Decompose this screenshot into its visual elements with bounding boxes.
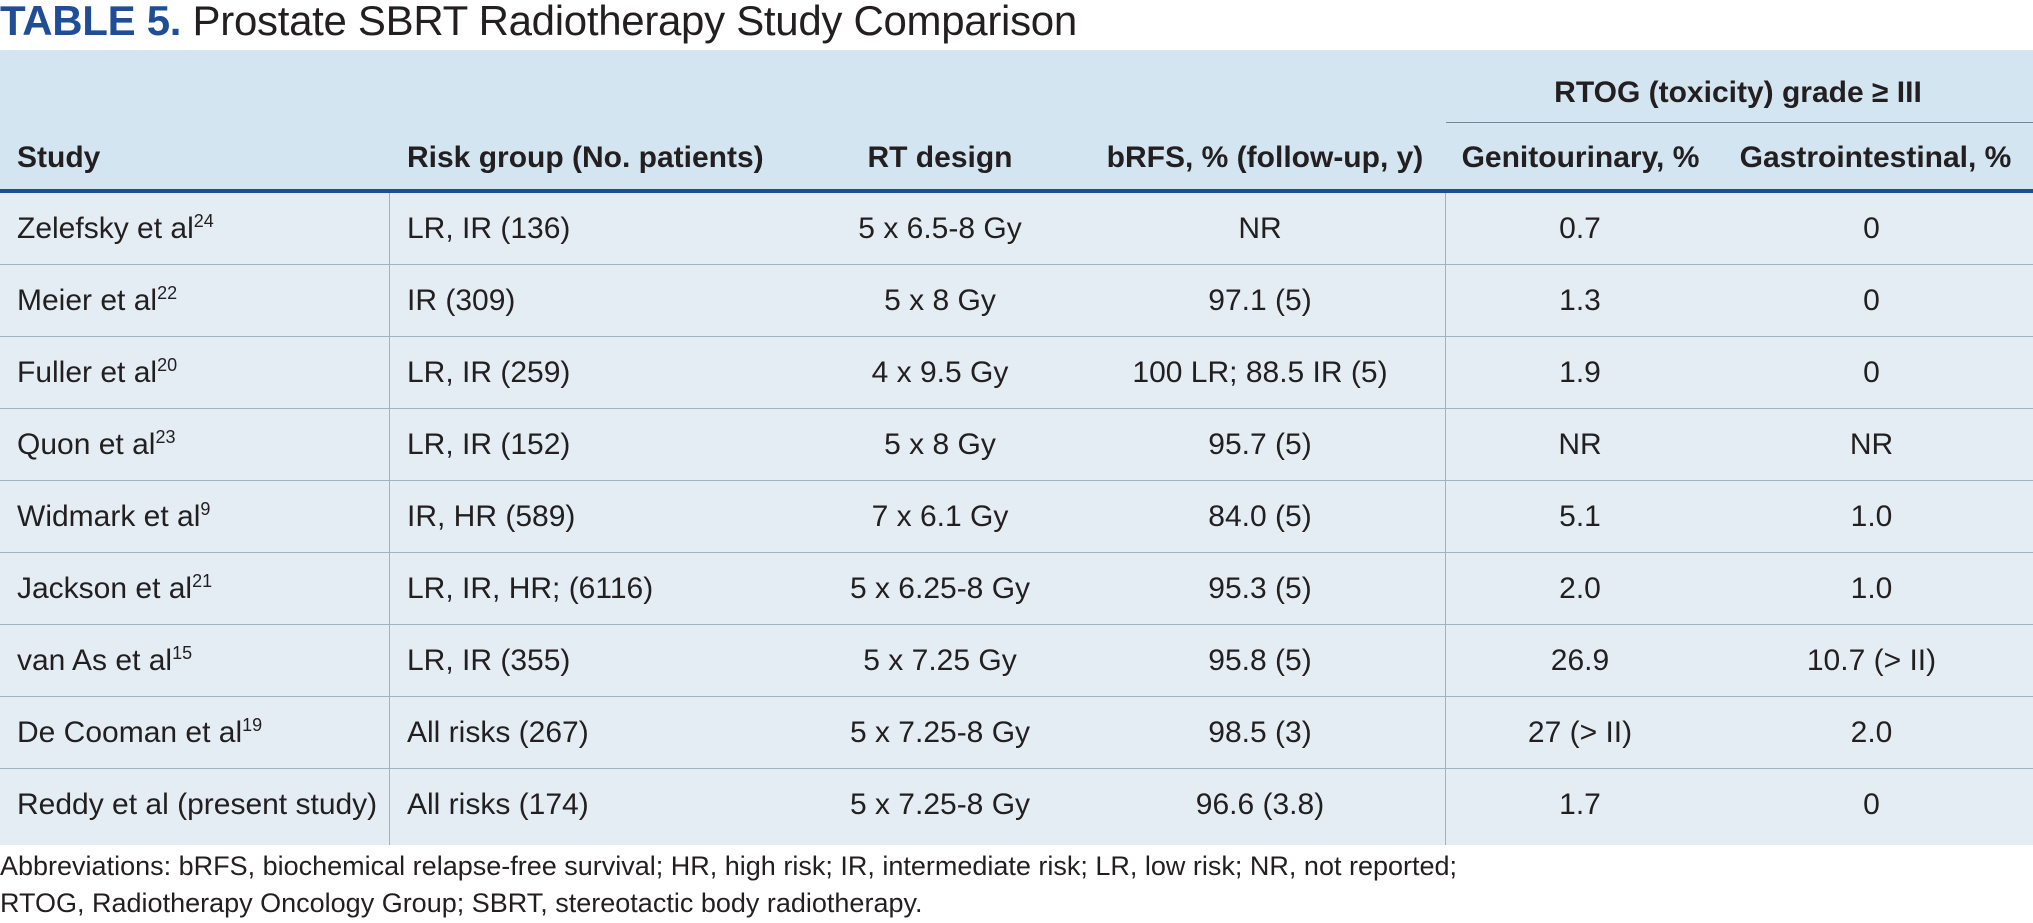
cell-brfs: 96.6 (3.8) bbox=[1195, 788, 1325, 821]
cell-brfs: 95.8 (5) bbox=[1208, 644, 1312, 677]
table-header: RTOG (toxicity) grade ≥ III Study Risk g… bbox=[0, 50, 2033, 193]
table-row: Meier et al22 IR (309) 5 x 8 Gy 97.1 (5)… bbox=[0, 265, 2033, 337]
cell-gastrointestinal: 1.0 bbox=[1850, 572, 1893, 605]
table-row: Widmark et al9 IR, HR (589) 7 x 6.1 Gy 8… bbox=[0, 481, 2033, 553]
cell-gastrointestinal: 0 bbox=[1863, 356, 1880, 389]
cell-genitourinary: 1.7 bbox=[1559, 788, 1601, 821]
cell-genitourinary: 5.1 bbox=[1559, 500, 1601, 533]
cell-rt-design: 5 x 7.25 Gy bbox=[863, 644, 1017, 677]
comparison-table: RTOG (toxicity) grade ≥ III Study Risk g… bbox=[0, 50, 2033, 845]
table-title: TABLE 5. Prostate SBRT Radiotherapy Stud… bbox=[0, 0, 1077, 50]
column-divider bbox=[389, 193, 390, 845]
cell-study: De Cooman et al19 bbox=[17, 715, 263, 749]
footnote-line: RTOG, Radiotherapy Oncology Group; SBRT,… bbox=[0, 888, 923, 918]
footnote-line: Abbreviations: bRFS, biochemical relapse… bbox=[0, 851, 1458, 881]
cell-brfs: 95.7 (5) bbox=[1208, 428, 1312, 461]
cell-study: Zelefsky et al24 bbox=[17, 211, 214, 245]
cell-brfs: 84.0 (5) bbox=[1208, 500, 1312, 533]
table-row: Reddy et al (present study) All risks (1… bbox=[0, 769, 2033, 841]
cell-rt-design: 4 x 9.5 Gy bbox=[871, 356, 1009, 389]
group-header-rule bbox=[1446, 122, 2033, 123]
table-row: van As et al15 LR, IR (355) 5 x 7.25 Gy … bbox=[0, 625, 2033, 697]
cell-gastrointestinal: 0 bbox=[1863, 788, 1880, 821]
cell-risk-group: LR, IR (259) bbox=[407, 356, 571, 389]
header-gastrointestinal: Gastrointestinal, % bbox=[1739, 141, 2012, 174]
cell-rt-design: 7 x 6.1 Gy bbox=[871, 500, 1009, 533]
cell-risk-group: All risks (267) bbox=[407, 716, 589, 749]
cell-gastrointestinal: NR bbox=[1849, 428, 1894, 461]
cell-brfs: 97.1 (5) bbox=[1208, 284, 1312, 317]
cell-brfs: 95.3 (5) bbox=[1208, 572, 1312, 605]
table-row: Quon et al23 LR, IR (152) 5 x 8 Gy 95.7 … bbox=[0, 409, 2033, 481]
rtog-group-header: RTOG (toxicity) grade ≥ III bbox=[1554, 76, 1922, 109]
cell-genitourinary: 27 (> II) bbox=[1527, 716, 1633, 749]
cell-rt-design: 5 x 7.25-8 Gy bbox=[849, 788, 1031, 821]
header-brfs: bRFS, % (follow-up, y) bbox=[1106, 141, 1424, 174]
cell-risk-group: LR, IR (136) bbox=[407, 212, 571, 245]
table-row: Jackson et al21 LR, IR, HR; (6116) 5 x 6… bbox=[0, 553, 2033, 625]
cell-study: Reddy et al (present study) bbox=[17, 788, 378, 821]
cell-rt-design: 5 x 8 Gy bbox=[884, 284, 996, 317]
table-row: Zelefsky et al24 LR, IR (136) 5 x 6.5-8 … bbox=[0, 193, 2033, 265]
cell-study: Widmark et al9 bbox=[17, 499, 211, 533]
header-genitourinary: Genitourinary, % bbox=[1461, 141, 1700, 174]
cell-gastrointestinal: 10.7 (> II) bbox=[1806, 644, 1937, 677]
cell-rt-design: 5 x 6.5-8 Gy bbox=[858, 212, 1022, 245]
column-divider bbox=[1445, 193, 1446, 845]
cell-gastrointestinal: 2.0 bbox=[1850, 716, 1893, 749]
cell-study: van As et al15 bbox=[17, 643, 193, 677]
cell-brfs: NR bbox=[1238, 212, 1282, 245]
cell-genitourinary: 2.0 bbox=[1559, 572, 1601, 605]
cell-study: Meier et al22 bbox=[17, 283, 178, 317]
cell-risk-group: IR, HR (589) bbox=[407, 500, 576, 533]
header-risk-group: Risk group (No. patients) bbox=[407, 141, 764, 174]
cell-rt-design: 5 x 8 Gy bbox=[884, 428, 996, 461]
cell-genitourinary: 1.9 bbox=[1559, 356, 1601, 389]
cell-brfs: 100 LR; 88.5 IR (5) bbox=[1132, 356, 1388, 389]
table-row: Fuller et al20 LR, IR (259) 4 x 9.5 Gy 1… bbox=[0, 337, 2033, 409]
cell-risk-group: All risks (174) bbox=[407, 788, 589, 821]
cell-rt-design: 5 x 6.25-8 Gy bbox=[849, 572, 1031, 605]
cell-gastrointestinal: 0 bbox=[1863, 284, 1880, 317]
header-study: Study bbox=[17, 141, 101, 174]
cell-risk-group: IR (309) bbox=[407, 284, 516, 317]
cell-genitourinary: 0.7 bbox=[1559, 212, 1601, 245]
table-caption: Prostate SBRT Radiotherapy Study Compari… bbox=[192, 0, 1078, 44]
cell-brfs: 98.5 (3) bbox=[1208, 716, 1312, 749]
table-footnote: Abbreviations: bRFS, biochemical relapse… bbox=[0, 848, 1457, 922]
table-row: De Cooman et al19 All risks (267) 5 x 7.… bbox=[0, 697, 2033, 769]
cell-risk-group: LR, IR (152) bbox=[407, 428, 571, 461]
cell-genitourinary: 26.9 bbox=[1550, 644, 1610, 677]
cell-risk-group: LR, IR, HR; (6116) bbox=[407, 572, 654, 605]
cell-genitourinary: 1.3 bbox=[1559, 284, 1601, 317]
cell-genitourinary: NR bbox=[1558, 428, 1602, 461]
cell-gastrointestinal: 1.0 bbox=[1850, 500, 1893, 533]
header-rt-design: RT design bbox=[867, 141, 1013, 174]
cell-rt-design: 5 x 7.25-8 Gy bbox=[849, 716, 1031, 749]
cell-study: Quon et al23 bbox=[17, 427, 176, 461]
table-number: TABLE 5. bbox=[0, 0, 182, 44]
cell-study: Jackson et al21 bbox=[17, 571, 213, 605]
cell-study: Fuller et al20 bbox=[17, 355, 178, 389]
cell-gastrointestinal: 0 bbox=[1863, 212, 1880, 245]
cell-risk-group: LR, IR (355) bbox=[407, 644, 571, 677]
